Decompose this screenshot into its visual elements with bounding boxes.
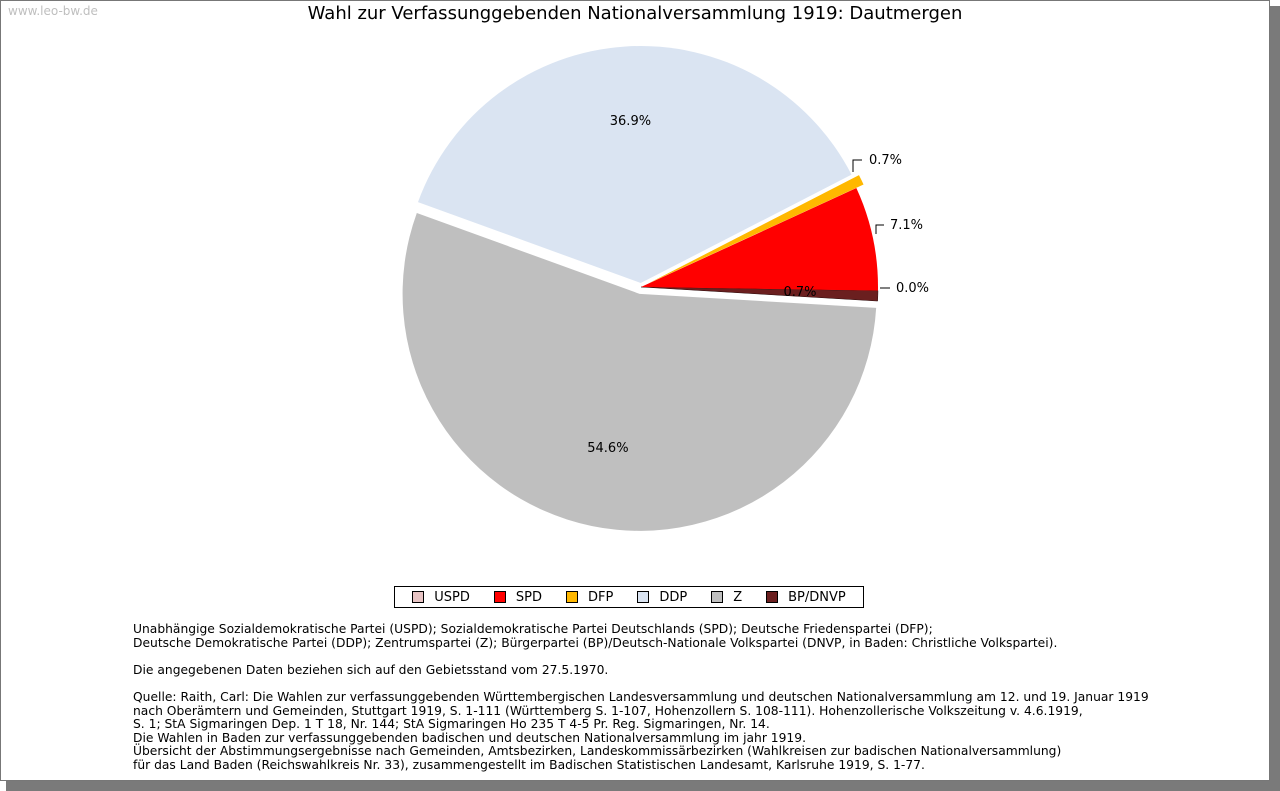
- watermark: www.leo-bw.de: [8, 4, 98, 18]
- data-label-z: 54.6%: [587, 441, 628, 456]
- data-label-uspd: 0.0%: [896, 281, 929, 296]
- leader-line-dfp: [852, 159, 862, 172]
- legend-swatch-bp-dnvp: [766, 591, 779, 603]
- notes-source-line2: nach Oberämtern und Gemeinden, Stuttgart…: [133, 703, 1083, 718]
- legend-label-spd: SPD: [515, 589, 542, 605]
- notes-source-line4: Die Wahlen in Baden zur verfassunggebend…: [133, 730, 806, 745]
- data-label-ddp: 36.9%: [610, 114, 651, 129]
- legend-item-ddp: DDP: [637, 590, 687, 605]
- legend: USPD SPD DFP DDP Z BP/DNVP: [394, 586, 864, 608]
- notes-parties-line2: Deutsche Demokratische Partei (DDP); Zen…: [133, 635, 1058, 650]
- notes-source-line1: Quelle: Raith, Carl: Die Wahlen zur verf…: [133, 689, 1149, 704]
- leader-line-spd: [875, 224, 884, 234]
- legend-swatch-ddp: [637, 591, 650, 603]
- pie-slice-z: [402, 212, 877, 531]
- frame-shadow-bottom: [6, 781, 1280, 791]
- legend-item-z: Z: [711, 590, 742, 605]
- legend-item-uspd: USPD: [412, 590, 470, 605]
- legend-item-dfp: DFP: [566, 590, 613, 605]
- legend-label-uspd: USPD: [434, 589, 470, 605]
- legend-item-bp-dnvp: BP/DNVP: [766, 590, 846, 605]
- notes-source-line5: Übersicht der Abstimmungsergebnisse nach…: [133, 744, 1062, 759]
- frame-shadow-right: [1270, 6, 1280, 791]
- notes-source-line6: für das Land Baden (Reichswahlkreis Nr. …: [133, 757, 925, 772]
- notes-parties-line1: Unabhängige Sozialdemokratische Partei (…: [133, 622, 933, 636]
- data-label-spd: 7.1%: [890, 218, 923, 233]
- legend-swatch-dfp: [566, 591, 578, 603]
- pie-slice-ddp: [417, 46, 852, 284]
- legend-label-dfp: DFP: [588, 589, 614, 605]
- legend-label-bp-dnvp: BP/DNVP: [788, 589, 846, 605]
- chart-title: Wahl zur Verfassunggebenden Nationalvers…: [307, 3, 963, 24]
- pie-slice-bp-dnvp: [640, 286, 879, 302]
- pie-slice-dfp: [648, 175, 864, 284]
- pie-slice-spd: [641, 188, 878, 291]
- legend-swatch-z: [711, 591, 724, 603]
- legend-item-spd: SPD: [493, 589, 542, 605]
- notes-source-line3: S. 1; StA Sigmaringen Dep. 1 T 18, Nr. 1…: [133, 717, 770, 732]
- pie-chart: 36.9% 54.6% 0.7% 0.7% 7.1% 0.0%: [402, 46, 929, 531]
- legend-swatch-uspd: [412, 591, 425, 603]
- notes: Unabhängige Sozialdemokratische Partei (…: [133, 622, 1233, 773]
- notes-territory: Die angegebenen Daten beziehen sich auf …: [133, 662, 609, 677]
- legend-swatch-spd: [493, 591, 506, 603]
- data-label-bp-dnvp: 0.7%: [783, 285, 816, 300]
- legend-label-ddp: DDP: [659, 589, 688, 605]
- legend-label-z: Z: [733, 589, 743, 605]
- data-label-dfp: 0.7%: [869, 153, 902, 168]
